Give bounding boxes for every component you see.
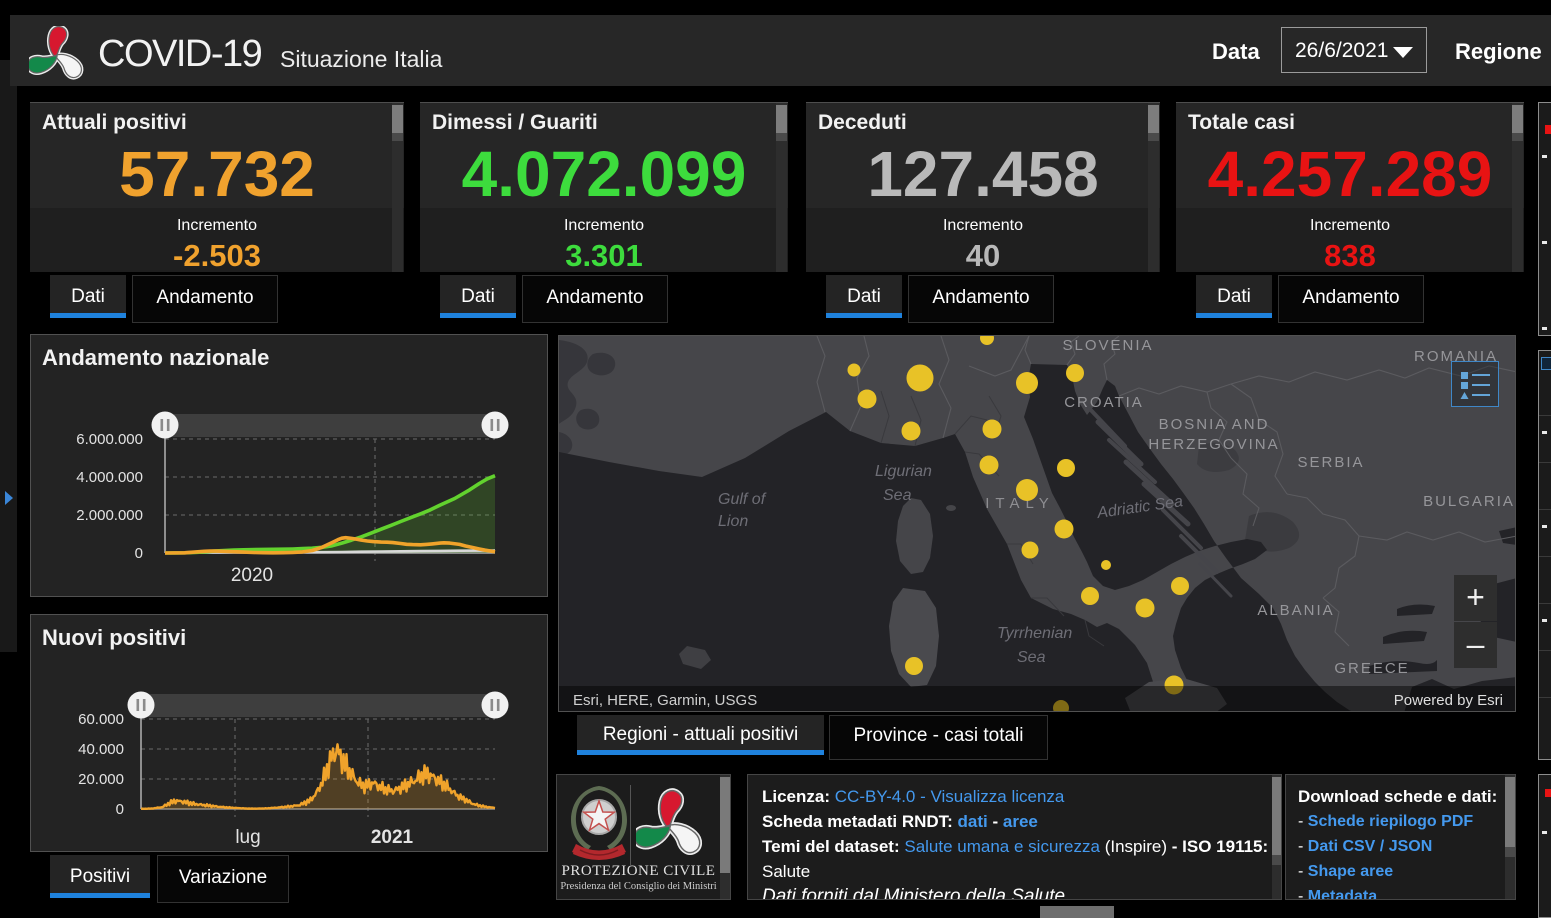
svg-text:SLOVENIA: SLOVENIA bbox=[1062, 337, 1153, 354]
svg-text:GREECE: GREECE bbox=[1334, 660, 1409, 677]
svg-text:Powered by Esri: Powered by Esri bbox=[1394, 692, 1503, 709]
svg-text:ALBANIA: ALBANIA bbox=[1257, 602, 1334, 619]
svg-text:Ligurian: Ligurian bbox=[875, 463, 932, 480]
svg-text:ROMANIA: ROMANIA bbox=[1414, 348, 1498, 365]
svg-text:20.000: 20.000 bbox=[78, 771, 124, 788]
svg-text:CROATIA: CROATIA bbox=[1064, 394, 1144, 411]
svg-text:BULGARIA: BULGARIA bbox=[1423, 493, 1515, 510]
svg-text:SERBIA: SERBIA bbox=[1297, 454, 1364, 471]
svg-text:40.000: 40.000 bbox=[78, 741, 124, 758]
svg-text:BOSNIA AND: BOSNIA AND bbox=[1159, 416, 1270, 433]
svg-text:4.000.000: 4.000.000 bbox=[76, 469, 143, 486]
svg-text:HERZEGOVINA: HERZEGOVINA bbox=[1148, 436, 1279, 453]
svg-text:Gulf of: Gulf of bbox=[718, 491, 767, 508]
svg-text:Esri, HERE, Garmin, USGS: Esri, HERE, Garmin, USGS bbox=[573, 692, 757, 709]
svg-text:2.000.000: 2.000.000 bbox=[76, 507, 143, 524]
svg-text:Tyrrhenian: Tyrrhenian bbox=[997, 625, 1072, 642]
svg-text:Sea: Sea bbox=[1017, 649, 1046, 666]
svg-text:6.000.000: 6.000.000 bbox=[76, 431, 143, 448]
svg-text:Lion: Lion bbox=[718, 513, 748, 530]
svg-text:2021: 2021 bbox=[371, 827, 414, 848]
svg-text:0: 0 bbox=[135, 545, 143, 562]
svg-text:Sea: Sea bbox=[883, 487, 912, 504]
svg-text:2020: 2020 bbox=[231, 565, 273, 586]
svg-text:60.000: 60.000 bbox=[78, 711, 124, 728]
svg-text:lug: lug bbox=[235, 827, 260, 848]
svg-text:0: 0 bbox=[116, 801, 124, 818]
